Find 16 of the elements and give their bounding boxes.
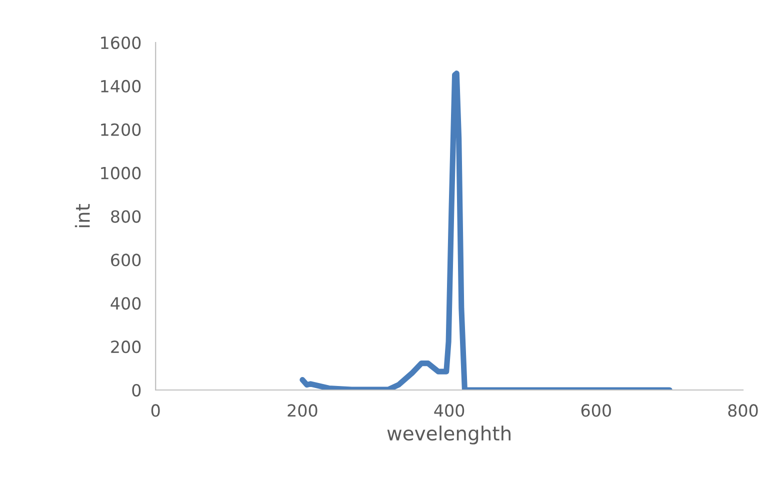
y-tick-label: 1400 [101,80,141,93]
y-tick-label: 400 [110,297,141,310]
x-tick-label: 0 [151,404,160,417]
y-tick-label: 800 [111,210,141,223]
x-tick-label: 800 [728,404,758,417]
y-tick-label: 1000 [101,166,141,180]
y-tick-label: 0 [132,384,141,397]
x-tick-label: 200 [288,404,318,417]
x-tick-label: 400 [434,404,464,417]
y-tick-label: 1600 [101,36,141,50]
x-axis-title: wevelenghth [387,426,510,444]
y-tick-label: 200 [111,340,141,354]
y-axis-title: int [74,204,90,228]
x-tick-label: 600 [581,404,611,417]
y-tick-label: 600 [111,254,141,266]
y-tick-label: 1200 [101,123,141,136]
